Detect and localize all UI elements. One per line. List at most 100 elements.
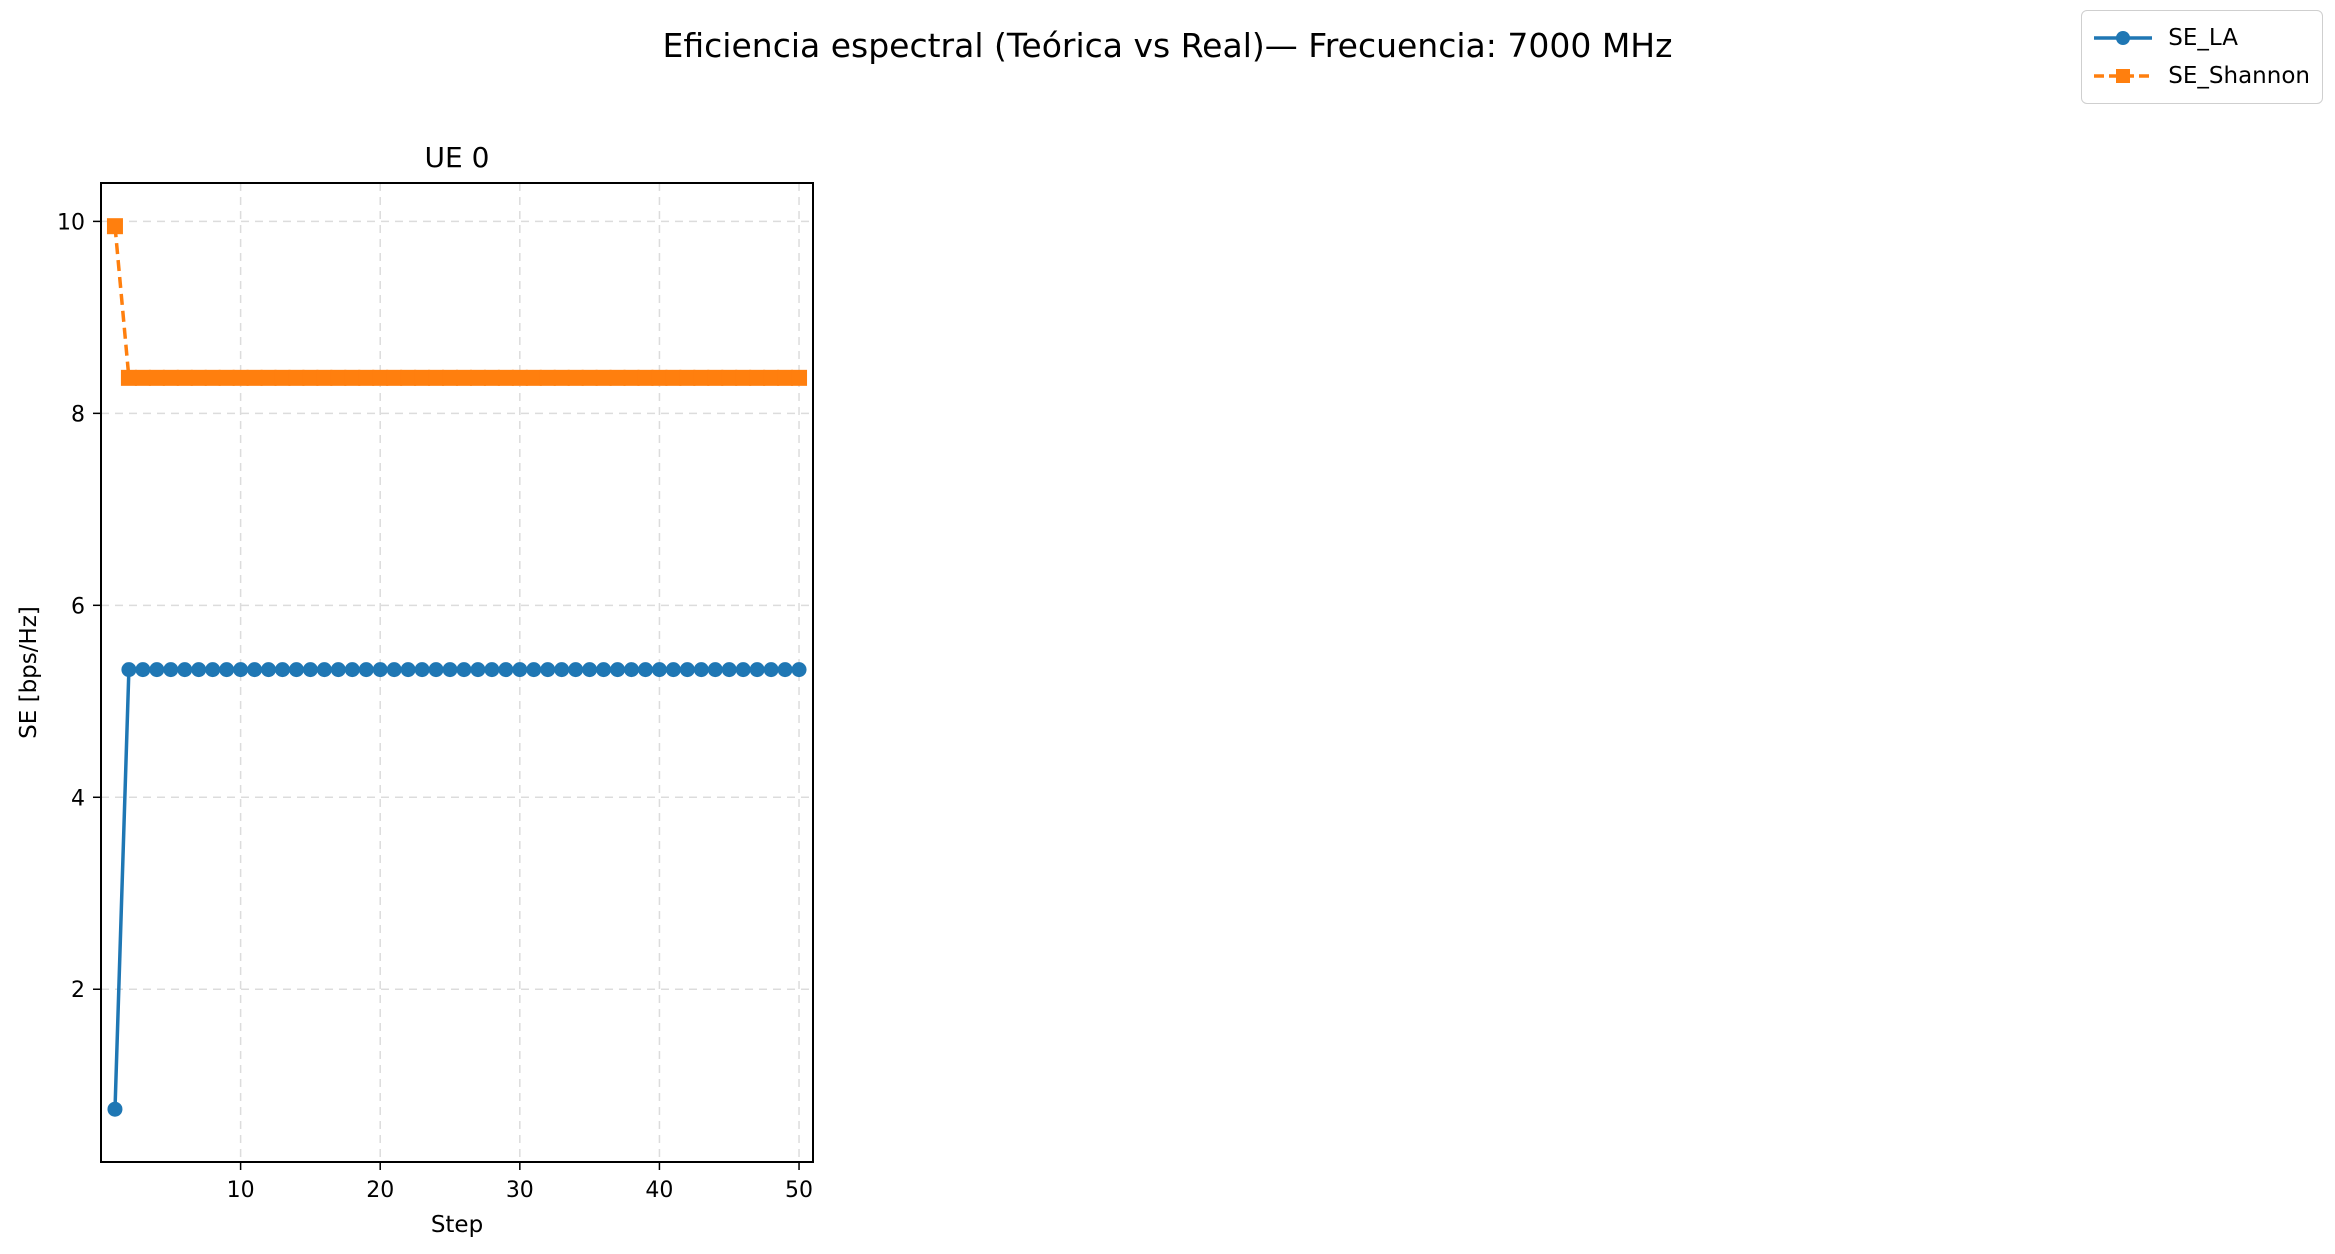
legend-item-se-la: SE_LA — [2092, 19, 2310, 57]
data-point — [247, 662, 263, 678]
data-point — [302, 662, 318, 678]
y-tick-label: 10 — [57, 210, 85, 235]
data-point — [735, 662, 751, 678]
data-point — [469, 369, 486, 386]
legend-label-se-la: SE_LA — [2168, 25, 2238, 51]
data-point — [107, 1101, 123, 1117]
data-point — [190, 369, 207, 386]
y-tick-label: 2 — [71, 978, 85, 1003]
data-point — [121, 662, 137, 678]
data-point — [232, 369, 249, 386]
legend: SE_LA SE_Shannon — [2081, 10, 2323, 104]
data-point — [274, 662, 290, 678]
data-point — [581, 369, 598, 386]
x-tick-label: 50 — [785, 1178, 813, 1203]
data-point — [679, 662, 695, 678]
data-point — [498, 662, 514, 678]
data-point — [400, 662, 416, 678]
x-tick-label: 40 — [645, 1178, 673, 1203]
data-point — [428, 369, 445, 386]
x-axis-label: Step — [431, 1212, 483, 1238]
data-point — [177, 662, 193, 678]
data-point — [330, 662, 346, 678]
data-point — [135, 662, 151, 678]
data-point — [470, 662, 486, 678]
data-point — [205, 662, 221, 678]
data-point — [106, 218, 123, 235]
data-point — [233, 662, 249, 678]
legend-swatch-se-shannon — [2094, 69, 2153, 83]
data-point — [358, 662, 374, 678]
data-point — [637, 662, 653, 678]
y-tick-label: 6 — [71, 594, 85, 619]
data-point — [763, 369, 780, 386]
data-point — [120, 369, 137, 386]
legend-swatch-se-la — [2094, 31, 2153, 45]
data-point — [456, 662, 472, 678]
data-point — [567, 369, 584, 386]
legend-item-se-shannon: SE_Shannon — [2092, 57, 2310, 95]
data-point — [344, 369, 361, 386]
series-line — [113, 226, 799, 380]
data-point — [162, 369, 179, 386]
data-point — [526, 662, 542, 678]
data-point — [316, 662, 332, 678]
data-point — [596, 662, 612, 678]
figure-title: Eficiencia espectral (Teórica vs Real)— … — [662, 26, 1673, 65]
data-point — [261, 662, 277, 678]
data-point — [707, 369, 724, 386]
data-point — [553, 369, 570, 386]
x-tick-label: 30 — [506, 1178, 534, 1203]
data-point — [316, 369, 333, 386]
data-point — [721, 662, 737, 678]
data-point — [372, 662, 388, 678]
data-point — [665, 662, 681, 678]
x-tick-label: 20 — [366, 1178, 394, 1203]
data-point — [651, 369, 668, 386]
data-point — [735, 369, 752, 386]
data-point — [442, 662, 458, 678]
data-point — [414, 369, 431, 386]
data-point — [302, 369, 319, 386]
data-point — [344, 662, 360, 678]
data-point — [749, 662, 765, 678]
data-point — [386, 369, 403, 386]
data-point — [455, 369, 472, 386]
legend-label-se-shannon: SE_Shannon — [2168, 63, 2310, 89]
data-point — [707, 662, 723, 678]
data-point — [554, 662, 570, 678]
data-point — [260, 369, 277, 386]
data-point — [484, 662, 500, 678]
plot-frame — [100, 182, 814, 1163]
data-point — [693, 369, 710, 386]
data-point — [288, 369, 305, 386]
y-tick-label: 8 — [71, 402, 85, 427]
data-point — [149, 662, 165, 678]
data-point — [218, 369, 235, 386]
data-point — [721, 369, 738, 386]
data-point — [595, 369, 612, 386]
data-point — [791, 662, 807, 678]
data-point — [288, 662, 304, 678]
data-point — [134, 369, 151, 386]
data-point — [358, 369, 375, 386]
data-point — [414, 662, 430, 678]
data-point — [623, 369, 640, 386]
data-point — [540, 662, 556, 678]
data-point — [442, 369, 459, 386]
data-point — [637, 369, 654, 386]
data-point — [372, 369, 389, 386]
y-axis-label: SE [bps/Hz] — [16, 606, 42, 739]
data-point — [219, 662, 235, 678]
data-point — [246, 369, 263, 386]
data-point — [497, 369, 514, 386]
data-point — [386, 662, 402, 678]
data-point — [483, 369, 500, 386]
data-point — [679, 369, 696, 386]
data-point — [274, 369, 291, 386]
data-point — [610, 662, 626, 678]
data-point — [568, 662, 584, 678]
data-point — [665, 369, 682, 386]
